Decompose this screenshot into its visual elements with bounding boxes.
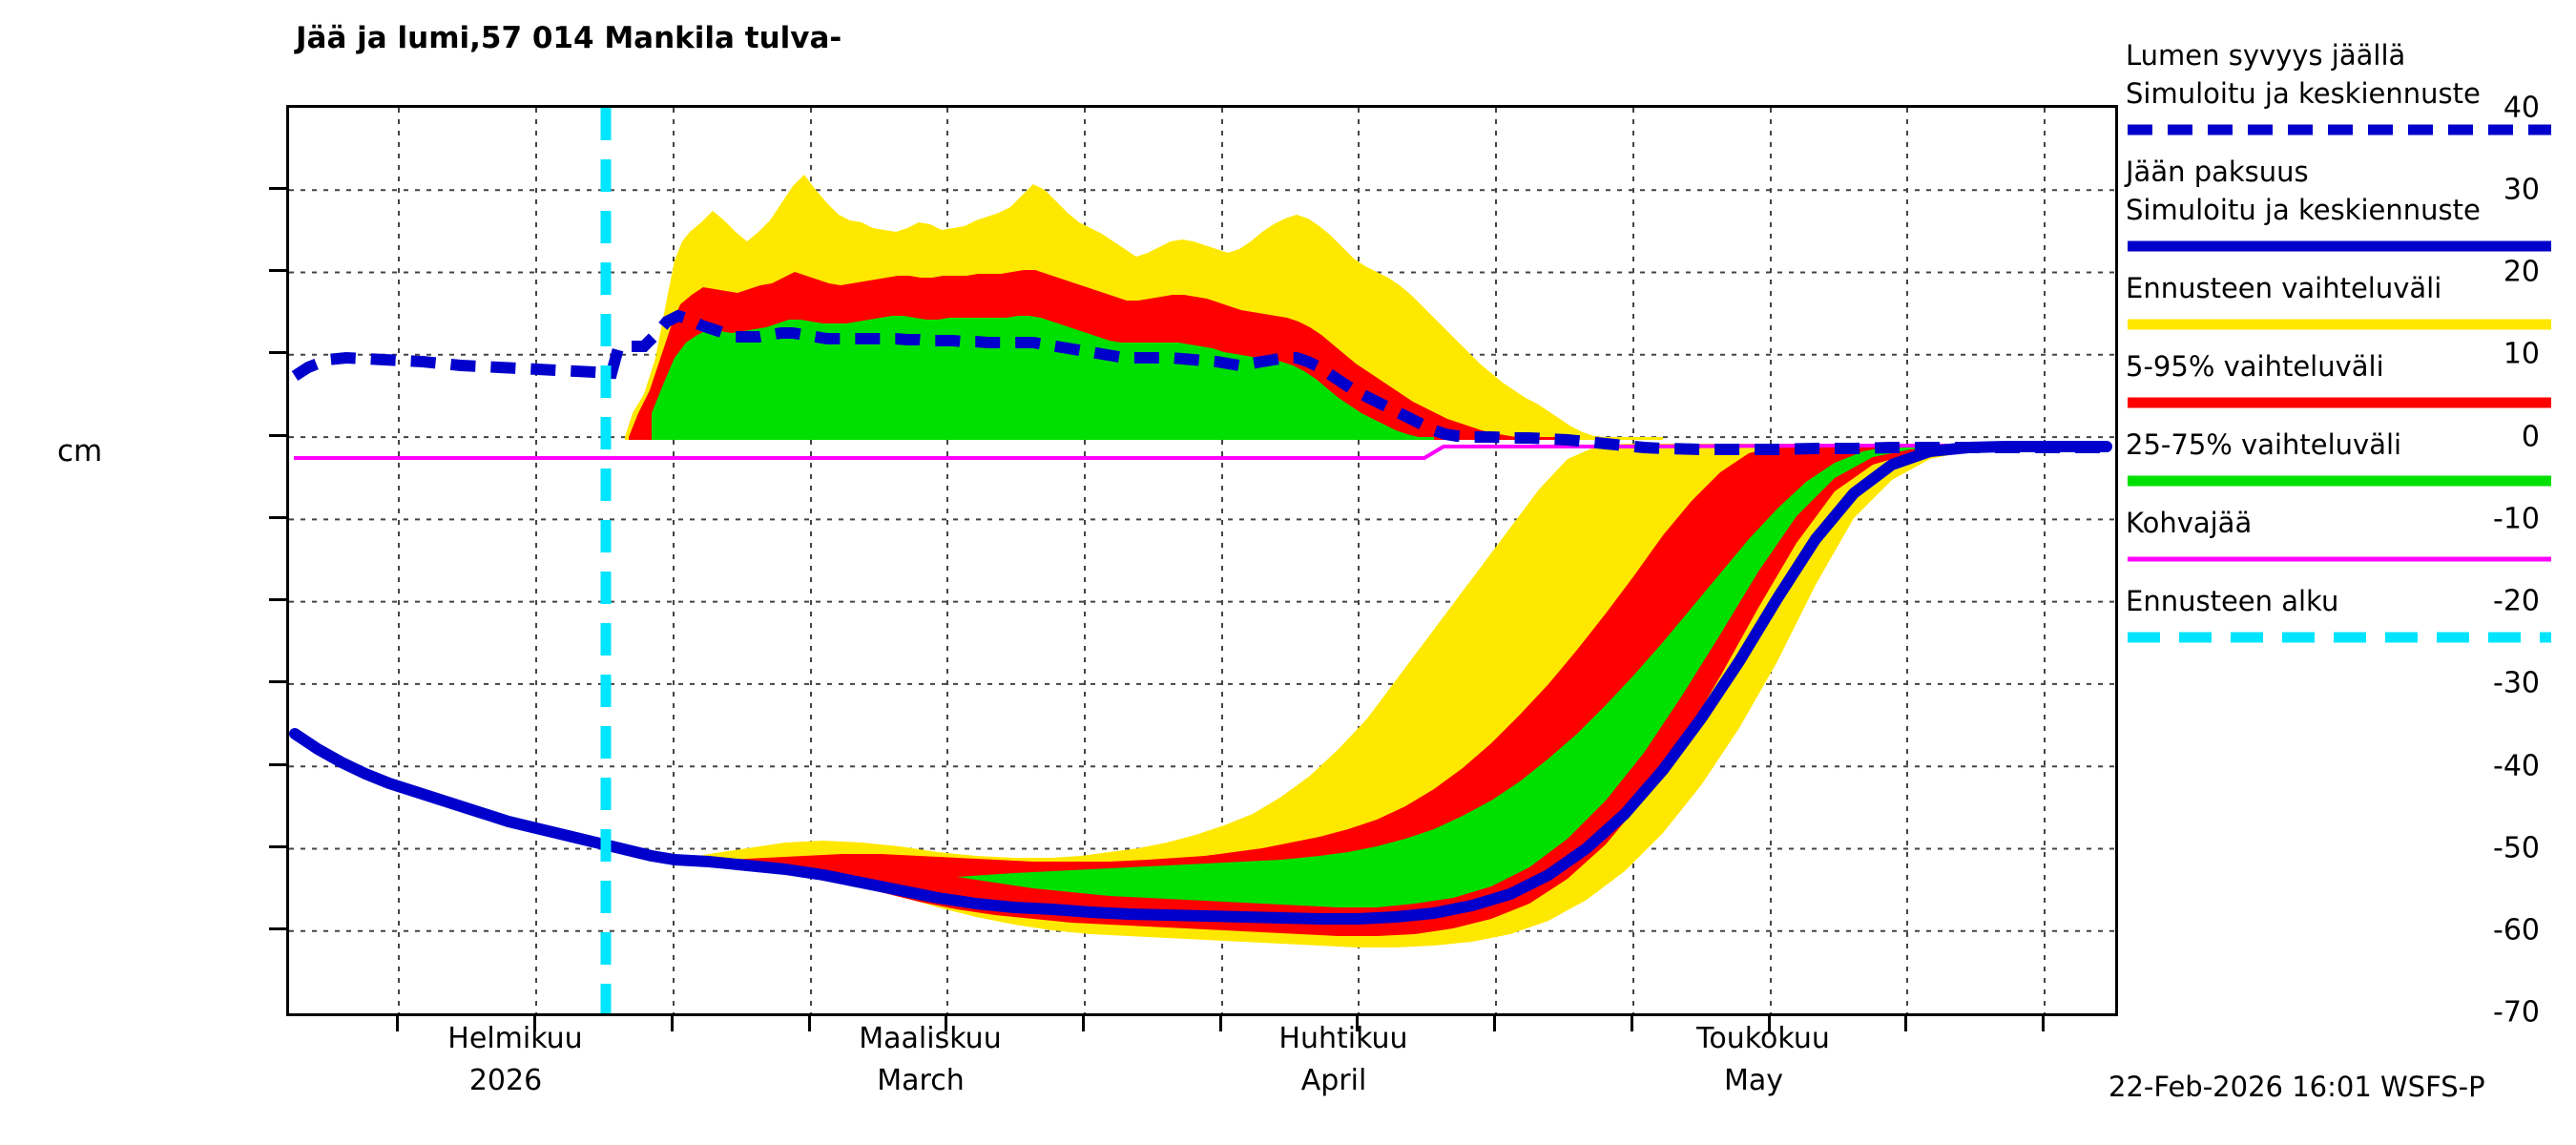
legend-swatch-ice-thickness-svg (2128, 240, 2551, 252)
x-axis: Helmikuu 2026 Maaliskuu March Huhtikuu A… (286, 1016, 2118, 1131)
band-ice-green (957, 444, 2102, 907)
y-tick-m10: -10 (2493, 502, 2540, 536)
legend-item-forecast-start: Ennusteen alku (2126, 582, 2574, 651)
y-tick-m20: -20 (2493, 584, 2540, 618)
legend-item-25-75: 25-75% vaihteluväli (2126, 426, 2574, 494)
timestamp-footer: 22-Feb-2026 16:01 WSFS-P (2109, 1071, 2485, 1103)
x-label-helmikuu: Helmikuu (447, 1022, 583, 1055)
x-label-huhtikuu: Huhtikuu (1278, 1022, 1408, 1055)
series-ice-thickness (289, 441, 2112, 925)
legend-label-ice-thickness: Jään paksuus (2126, 156, 2309, 188)
x-label-year: 2026 (468, 1064, 543, 1097)
legend-swatch-25-75-svg (2128, 475, 2551, 487)
y-tick-20: 20 (2503, 255, 2540, 289)
legend-swatch-forecast-range-svg (2128, 319, 2551, 330)
band-snow-green (652, 316, 1434, 440)
legend-item-kohvajaa: Kohvajää (2126, 504, 2574, 572)
legend-swatch-forecast-range (2126, 311, 2574, 338)
y-tick-m50: -50 (2493, 831, 2540, 865)
legend-swatch-snow-depth-svg (2128, 124, 2551, 135)
x-label-maaliskuu: Maaliskuu (859, 1022, 1002, 1055)
legend-item-ice-thickness: Jään paksuus Simuloitu ja keskiennuste (2126, 153, 2574, 260)
legend-swatch-5-95-svg (2128, 397, 2551, 408)
legend-swatch-snow-depth (2126, 116, 2574, 143)
x-label-april: April (1300, 1064, 1367, 1097)
y-axis: cm Jää ja lumi / Ice and snow (0, 105, 277, 1016)
page-title: Jää ja lumi,57 014 Mankila tulva- (296, 21, 842, 55)
legend-swatch-25-75 (2126, 468, 2574, 494)
legend-sublabel-snow-depth: Simuloitu ja keskiennuste (2126, 77, 2481, 110)
series-kohvajaa (294, 444, 2107, 460)
legend-item-snow-depth: Lumen syvyys jäällä Simuloitu ja keskien… (2126, 36, 2574, 143)
y-tick-m60: -60 (2493, 913, 2540, 947)
legend-item-5-95: 5-95% vaihteluväli (2126, 347, 2574, 416)
legend-swatch-ice-thickness (2126, 233, 2574, 260)
legend-label-25-75: 25-75% vaihteluväli (2126, 428, 2402, 461)
x-label-march: March (877, 1064, 965, 1097)
x-label-toukokuu: Toukokuu (1696, 1022, 1830, 1055)
legend-sublabel-ice-thickness: Simuloitu ja keskiennuste (2126, 194, 2481, 226)
legend-label-forecast-range: Ennusteen vaihteluväli (2126, 272, 2442, 304)
series-snow-depth (291, 309, 2107, 455)
y-tick-30: 30 (2503, 173, 2540, 207)
legend: Lumen syvyys jäällä Simuloitu ja keskien… (2126, 36, 2574, 660)
y-tick-m40: -40 (2493, 749, 2540, 783)
y-tick-m30: -30 (2493, 666, 2540, 700)
y-tick-40: 40 (2503, 91, 2540, 125)
y-tick-m70: -70 (2493, 995, 2540, 1030)
legend-swatch-forecast-start (2126, 624, 2574, 651)
legend-swatch-kohvajaa (2126, 546, 2574, 572)
plot-area (286, 105, 2118, 1016)
y-axis-unit: cm (57, 434, 103, 468)
legend-swatch-5-95 (2126, 389, 2574, 416)
y-tick-0: 0 (2521, 420, 2540, 454)
legend-swatch-kohvajaa-svg (2128, 556, 2551, 562)
legend-label-5-95: 5-95% vaihteluväli (2126, 350, 2384, 383)
legend-label-forecast-start: Ennusteen alku (2126, 585, 2339, 617)
legend-swatch-forecast-start-svg (2128, 632, 2551, 643)
y-tick-10: 10 (2503, 337, 2540, 371)
legend-item-forecast-range: Ennusteen vaihteluväli (2126, 269, 2574, 338)
plot-svg (289, 108, 2115, 1013)
legend-label-snow-depth: Lumen syvyys jäällä (2126, 39, 2406, 72)
x-label-may: May (1723, 1064, 1784, 1097)
legend-label-kohvajaa: Kohvajää (2126, 507, 2253, 539)
